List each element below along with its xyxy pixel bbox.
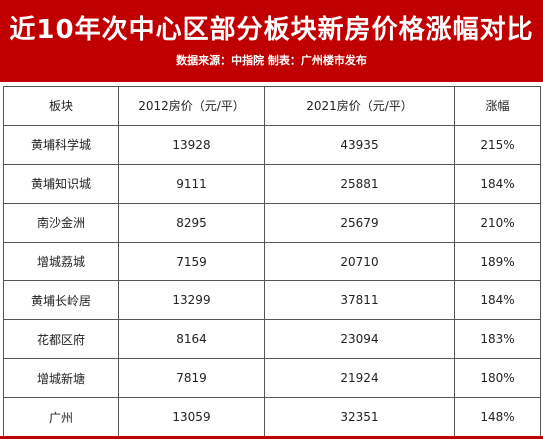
district-cell: 南沙金洲: [3, 202, 119, 243]
price-2012-cell: 7159: [118, 241, 265, 282]
column-header-price-2012: 2012房价（元/平）: [118, 86, 265, 126]
increase-cell: 215%: [454, 124, 541, 165]
increase-cell: 189%: [454, 241, 541, 282]
district-cell: 黄埔长岭居: [3, 280, 119, 321]
bottom-accent-bar: [0, 436, 543, 439]
table-row: 花都区府 8164 23094 183%: [3, 319, 541, 360]
price-2021-cell: 43935: [264, 124, 455, 165]
price-2021-cell: 20710: [264, 241, 455, 282]
price-2012-cell: 13928: [118, 124, 265, 165]
column-header-increase: 涨幅: [454, 86, 541, 126]
district-cell: 广州: [3, 397, 119, 438]
price-comparison-table: 板块 2012房价（元/平） 2021房价（元/平） 涨幅 黄埔科学城 1392…: [3, 86, 541, 438]
price-2021-cell: 23094: [264, 319, 455, 360]
table-row: 增城荔城 7159 20710 189%: [3, 241, 541, 282]
table-header-row: 板块 2012房价（元/平） 2021房价（元/平） 涨幅: [3, 86, 541, 126]
table-row: 黄埔长岭居 13299 37811 184%: [3, 280, 541, 321]
increase-cell: 183%: [454, 319, 541, 360]
table-row: 广州 13059 32351 148%: [3, 397, 541, 438]
price-2021-cell: 37811: [264, 280, 455, 321]
price-2012-cell: 9111: [118, 163, 265, 204]
price-2012-cell: 13299: [118, 280, 265, 321]
increase-cell: 180%: [454, 358, 541, 399]
price-table-container: 板块 2012房价（元/平） 2021房价（元/平） 涨幅 黄埔科学城 1392…: [3, 86, 541, 438]
table-row: 黄埔科学城 13928 43935 215%: [3, 124, 541, 165]
district-cell: 黄埔知识城: [3, 163, 119, 204]
column-header-price-2021: 2021房价（元/平）: [264, 86, 455, 126]
price-2012-cell: 7819: [118, 358, 265, 399]
table-row: 南沙金洲 8295 25679 210%: [3, 202, 541, 243]
price-2012-cell: 8295: [118, 202, 265, 243]
column-header-district: 板块: [3, 86, 119, 126]
increase-cell: 184%: [454, 280, 541, 321]
increase-cell: 148%: [454, 397, 541, 438]
district-cell: 黄埔科学城: [3, 124, 119, 165]
price-2012-cell: 8164: [118, 319, 265, 360]
district-cell: 增城荔城: [3, 241, 119, 282]
table-row: 增城新塘 7819 21924 180%: [3, 358, 541, 399]
price-2021-cell: 32351: [264, 397, 455, 438]
district-cell: 花都区府: [3, 319, 119, 360]
price-2021-cell: 25881: [264, 163, 455, 204]
increase-cell: 184%: [454, 163, 541, 204]
price-2012-cell: 13059: [118, 397, 265, 438]
source-credit: 数据来源：中指院 制表：广州楼市发布: [176, 54, 367, 67]
page-title: 近10年次中心区部分板块新房价格涨幅对比: [9, 15, 534, 45]
price-2021-cell: 21924: [264, 358, 455, 399]
increase-cell: 210%: [454, 202, 541, 243]
price-2021-cell: 25679: [264, 202, 455, 243]
table-row: 黄埔知识城 9111 25881 184%: [3, 163, 541, 204]
district-cell: 增城新塘: [3, 358, 119, 399]
title-banner: 近10年次中心区部分板块新房价格涨幅对比 数据来源：中指院 制表：广州楼市发布: [0, 0, 543, 82]
